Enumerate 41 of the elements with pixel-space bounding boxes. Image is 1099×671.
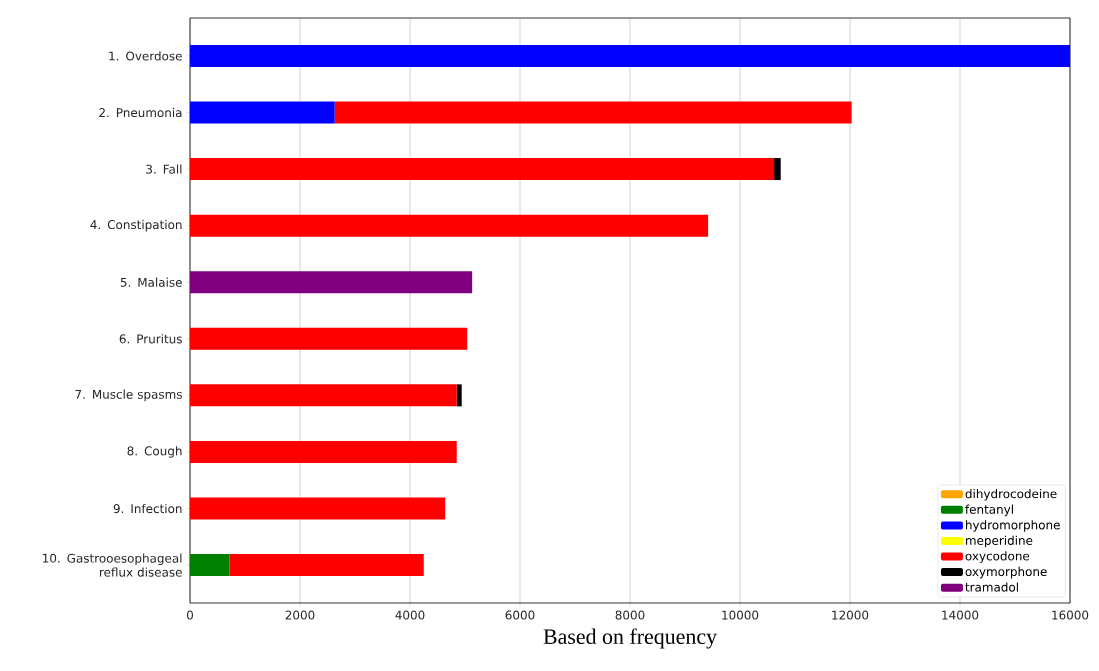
bar — [190, 44, 1071, 67]
legend-label: oxycodone — [965, 551, 1030, 563]
y-tick-label: 2. Pneumonia — [99, 107, 182, 118]
y-tick-label: 5. Malaise — [120, 277, 182, 287]
bar — [190, 158, 775, 181]
bar — [190, 327, 468, 350]
x-tick-label: 6000 — [505, 610, 535, 620]
y-tick-label: 9. Infection — [113, 503, 182, 514]
bar — [334, 101, 852, 124]
bar — [190, 271, 473, 294]
y-tick-label: 4. Constipation — [90, 219, 182, 232]
y-tick-label: 7. Muscle spasms — [75, 389, 182, 402]
x-axis-title: Based on frequency — [543, 628, 717, 649]
y-tick-label: 3. Fall — [146, 164, 182, 174]
x-tick-label: 10000 — [722, 610, 759, 620]
bar — [190, 384, 457, 407]
x-tick-label: 8000 — [615, 610, 645, 620]
legend-label: meperidine — [966, 535, 1033, 548]
x-tick-label: 14000 — [942, 610, 979, 620]
bar — [190, 554, 230, 577]
legend-label: fentanyl — [965, 504, 1013, 517]
legend-label: oxymorphone — [965, 566, 1047, 579]
bar — [190, 497, 446, 520]
y-tick-label: 8. Cough — [127, 446, 182, 458]
bar — [229, 554, 424, 577]
x-tick-label: 4000 — [395, 610, 425, 620]
x-tick-label: 0 — [186, 610, 194, 620]
x-tick-label: 2000 — [285, 610, 315, 620]
bar — [774, 158, 781, 181]
bar — [190, 440, 457, 463]
x-tick-label: 12000 — [832, 610, 869, 620]
bar — [456, 384, 462, 407]
x-tick-label: 16000 — [1052, 610, 1089, 620]
y-tick-label: 6. Pruritus — [119, 334, 182, 344]
bar — [190, 101, 335, 124]
legend-label: tramadol — [965, 582, 1018, 592]
y-tick-label: 1. Overdose — [109, 51, 182, 61]
legend-label: hydromorphone — [966, 520, 1060, 532]
y-tick-label: 10. Gastrooesophageal reflux disease — [43, 553, 182, 577]
bar — [190, 214, 709, 237]
legend-label: dihydrocodeine — [965, 489, 1057, 501]
